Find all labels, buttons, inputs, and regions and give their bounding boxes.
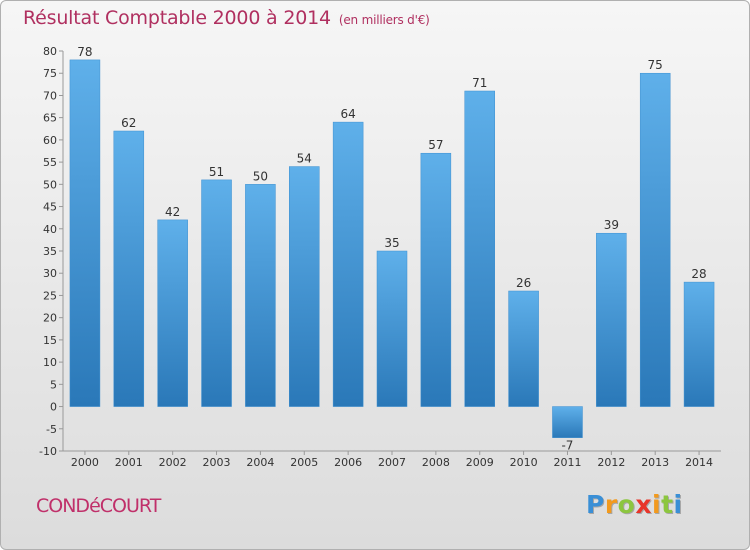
bar [69, 59, 101, 407]
y-tick-label: 5 [50, 378, 57, 391]
bar [245, 184, 276, 407]
data-label: 75 [648, 58, 663, 72]
data-label: 35 [384, 236, 399, 250]
bar [201, 179, 232, 407]
y-tick-label: 25 [43, 289, 57, 302]
bar [508, 290, 539, 407]
logo-letter: i [652, 490, 662, 519]
logo-letter: P [586, 490, 605, 519]
y-tick-label: 50 [43, 178, 57, 191]
y-tick-label: 70 [43, 89, 57, 102]
data-label: 28 [691, 267, 706, 281]
y-tick-label: 45 [43, 201, 57, 214]
x-tick-label: 2006 [334, 456, 362, 469]
y-tick-label: 75 [43, 67, 57, 80]
y-tick-label: 20 [43, 312, 57, 325]
data-label: 51 [209, 165, 224, 179]
y-tick-label: 40 [43, 223, 57, 236]
data-label: 42 [165, 205, 180, 219]
x-tick-label: 2012 [597, 456, 625, 469]
data-label: 71 [472, 76, 487, 90]
chart-title: Résultat Comptable 2000 à 2014 (en millie… [23, 7, 430, 29]
y-tick-label: 55 [43, 156, 57, 169]
y-tick-label: 65 [43, 112, 57, 125]
data-label: 50 [253, 169, 268, 183]
chart-subtitle: (en milliers d'€) [338, 13, 430, 27]
data-label: 54 [297, 152, 312, 166]
x-tick-label: 2005 [290, 456, 318, 469]
logo-letter: r [604, 490, 618, 519]
bar [683, 281, 715, 407]
bar [289, 166, 320, 407]
bar [552, 406, 583, 438]
y-tick-label: -5 [46, 423, 57, 436]
y-tick-label: 60 [43, 134, 57, 147]
x-tick-label: 2011 [553, 456, 581, 469]
commune-name: CONDéCOURT [36, 495, 161, 517]
x-tick-label: 2010 [510, 456, 538, 469]
x-tick-label: 2000 [71, 456, 99, 469]
bar [639, 72, 671, 407]
data-label: 62 [121, 116, 136, 130]
y-tick-label: 10 [43, 356, 57, 369]
data-label: 57 [428, 138, 443, 152]
x-tick-label: 2004 [246, 456, 274, 469]
bar [420, 152, 452, 407]
y-tick-label: -10 [39, 445, 57, 458]
y-tick-label: 0 [50, 401, 57, 414]
data-label: 78 [77, 45, 92, 59]
bar [113, 130, 145, 407]
title-text: Résultat Comptable 2000 à 2014 [23, 7, 331, 29]
logo-letter: i [673, 490, 683, 519]
bar [464, 90, 495, 407]
x-tick-label: 2002 [159, 456, 187, 469]
x-tick-label: 2009 [466, 456, 494, 469]
logo-letter: o [617, 490, 636, 519]
data-label: 26 [516, 276, 531, 290]
data-label: 64 [340, 107, 355, 121]
logo-letter: t [661, 490, 674, 519]
proxiti-logo[interactable]: Proxiti [586, 490, 683, 519]
y-tick-label: 15 [43, 334, 57, 347]
logo-letter: x [635, 490, 652, 519]
data-label: -7 [561, 439, 573, 453]
x-tick-label: 2007 [378, 456, 406, 469]
bar [157, 219, 188, 407]
x-tick-label: 2008 [422, 456, 450, 469]
y-tick-label: 35 [43, 245, 57, 258]
data-label: 39 [604, 218, 619, 232]
y-tick-label: 30 [43, 267, 57, 280]
x-tick-label: 2003 [203, 456, 231, 469]
y-tick-label: 80 [43, 45, 57, 58]
x-tick-label: 2014 [685, 456, 713, 469]
bar [332, 121, 364, 407]
x-tick-label: 2013 [641, 456, 669, 469]
bar [376, 250, 408, 407]
x-tick-label: 2001 [115, 456, 143, 469]
bar [596, 232, 627, 407]
